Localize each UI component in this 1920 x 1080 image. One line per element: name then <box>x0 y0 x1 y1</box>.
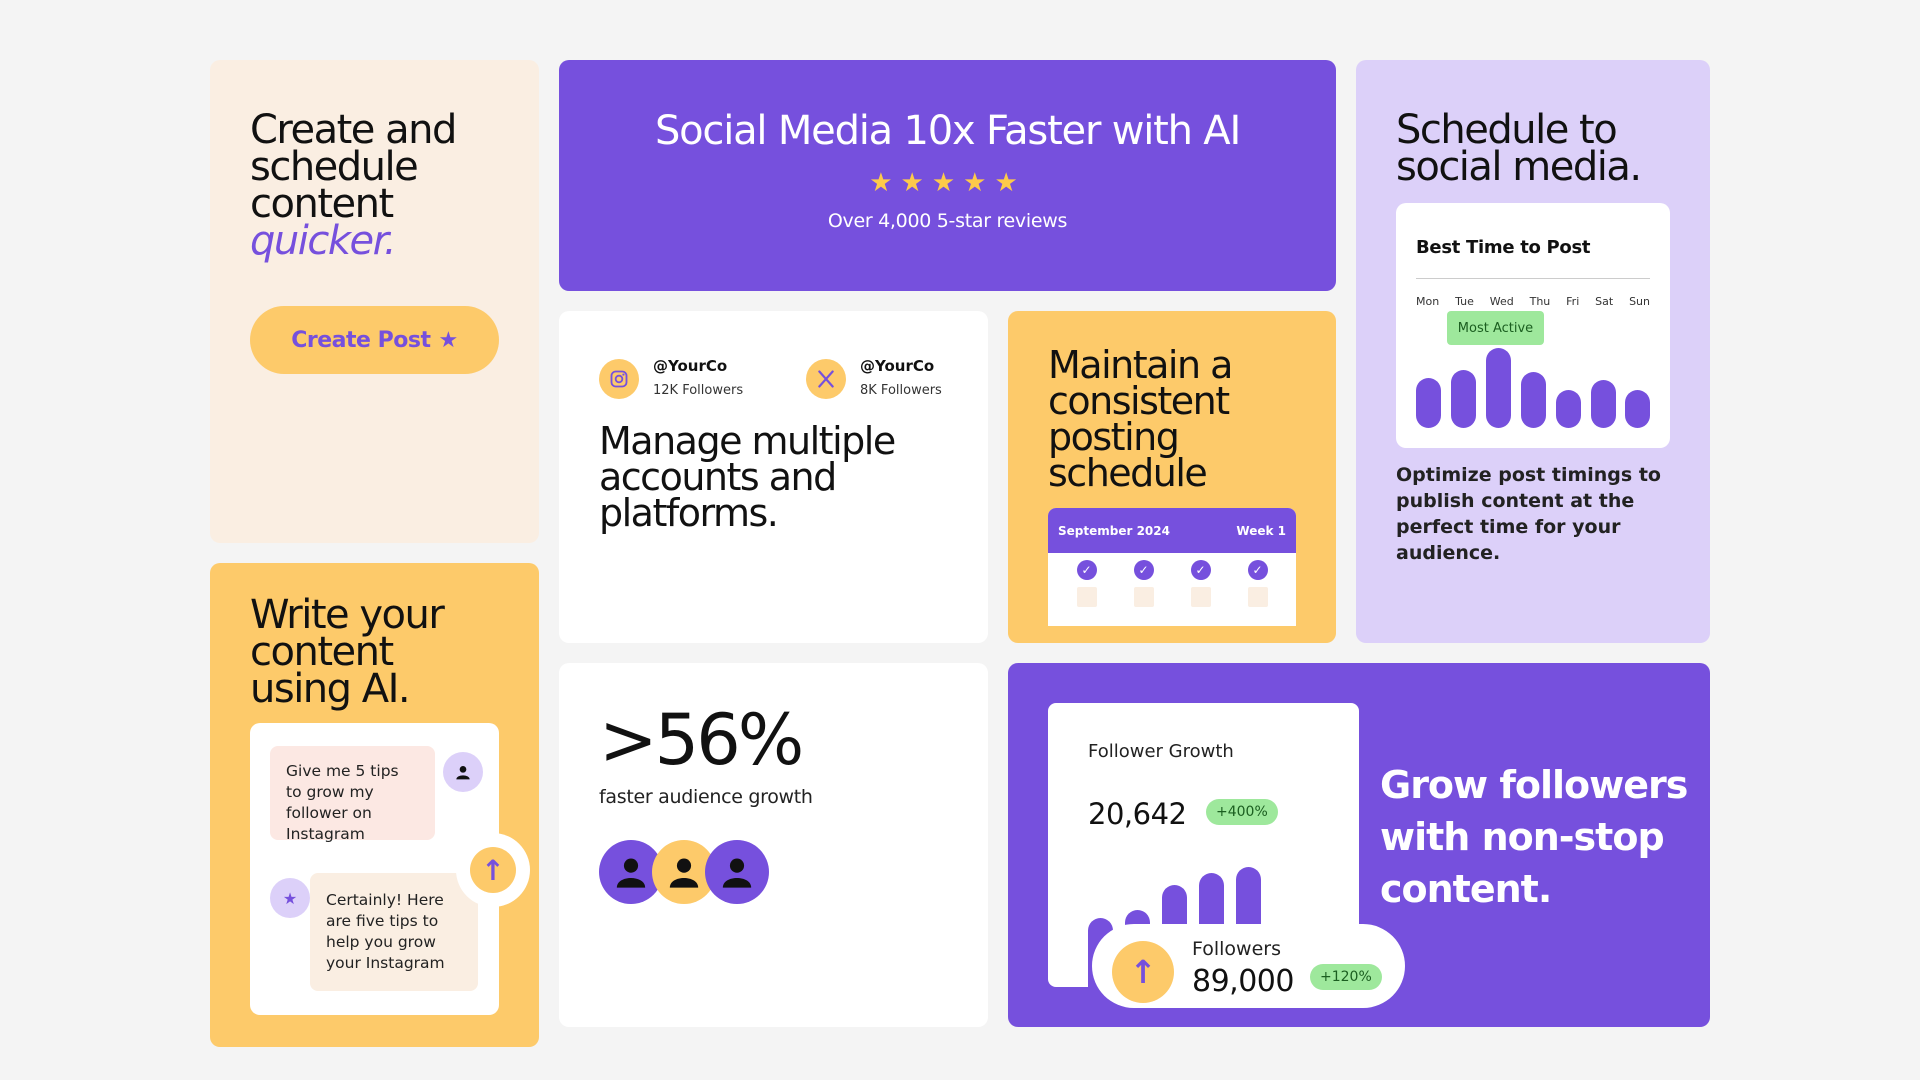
create-post-button[interactable]: Create Post ★ <box>250 306 499 374</box>
most-active-badge: Most Active <box>1447 311 1544 345</box>
activity-bar <box>1625 390 1650 428</box>
arrow-up-icon: ↑ <box>470 847 516 893</box>
account-instagram[interactable]: @YourCo 12K Followers <box>599 357 743 399</box>
reviews-text: Over 4,000 5-star reviews <box>827 210 1068 232</box>
check-icon[interactable]: ✓ <box>1190 560 1211 580</box>
schedule-description: Optimize post timings to publish content… <box>1396 464 1661 564</box>
account-handle: @YourCo <box>860 357 935 375</box>
day-label: Sat <box>1595 295 1614 308</box>
day-label: Mon <box>1416 295 1440 308</box>
activity-bar <box>1451 370 1476 428</box>
user-message: Give me 5 tips to grow my follower on In… <box>270 746 435 843</box>
growth-label: faster audience growth <box>599 786 813 808</box>
count-change-badge: +400% <box>1206 799 1278 825</box>
check-icon[interactable]: ✓ <box>1247 560 1268 580</box>
total-change-badge: +120% <box>1310 964 1382 990</box>
followers-heading: Grow followers with non-stop content. <box>1380 763 1688 911</box>
x-icon <box>806 359 846 399</box>
activity-bar <box>1591 380 1616 428</box>
consistent-schedule-card: Maintain a consistent posting schedule S… <box>1008 311 1336 643</box>
schedule-heading: Schedule to social media. <box>1396 107 1642 190</box>
calendar-row: ✓ ✓ ✓ ✓ <box>1048 560 1296 580</box>
rating-stars-icon: ★★★★★ <box>869 168 1026 198</box>
activity-bar <box>1556 390 1581 428</box>
activity-bar <box>1521 372 1546 428</box>
divider <box>1416 278 1650 279</box>
accounts-card: @YourCo 12K Followers @YourCo 8K Followe… <box>559 311 988 643</box>
hero-card: Social Media 10x Faster with AI ★★★★★ Ov… <box>559 60 1336 291</box>
calendar-row <box>1048 587 1296 607</box>
account-handle: @YourCo <box>653 357 728 375</box>
user-avatar-icon <box>443 752 483 792</box>
followers-card: Follower Growth 20,642 +400% ↑ Followers… <box>1008 663 1710 1027</box>
star-icon: ★ <box>438 327 458 353</box>
consistent-heading: Maintain a consistent posting schedule <box>1048 343 1233 495</box>
send-button[interactable]: ↑ <box>456 833 530 907</box>
calendar-widget: September 2024 Week 1 ✓ ✓ ✓ ✓ <box>1048 508 1296 626</box>
calendar-week: Week 1 <box>1236 523 1286 538</box>
follower-count: 20,642 <box>1088 797 1187 831</box>
day-labels: Mon Tue Wed Thu Fri Sat Sun <box>1416 295 1650 308</box>
day-label: Fri <box>1566 295 1580 308</box>
day-label: Thu <box>1529 295 1551 308</box>
calendar-slot[interactable] <box>1190 587 1211 607</box>
day-label: Wed <box>1489 295 1514 308</box>
calendar-header: September 2024 Week 1 <box>1048 508 1296 553</box>
instagram-icon <box>599 359 639 399</box>
activity-bar <box>1416 378 1441 428</box>
followers-label: Followers <box>1192 938 1281 960</box>
calendar-month: September 2024 <box>1058 523 1170 538</box>
hero-title: Social Media 10x Faster with AI <box>654 108 1241 154</box>
calendar-slot[interactable] <box>1133 587 1154 607</box>
schedule-card: Schedule to social media. Best Time to P… <box>1356 60 1710 643</box>
ai-writing-card: Write your content using AI. Give me 5 t… <box>210 563 539 1047</box>
calendar-slot[interactable] <box>1247 587 1268 607</box>
account-followers: 12K Followers <box>653 383 744 398</box>
day-label: Sun <box>1629 295 1650 308</box>
followers-total: 89,000 <box>1192 964 1294 999</box>
activity-bar <box>1486 348 1511 428</box>
create-schedule-card: Create and schedule content quicker. Cre… <box>210 60 539 543</box>
check-icon[interactable]: ✓ <box>1076 560 1097 580</box>
check-icon[interactable]: ✓ <box>1133 560 1154 580</box>
best-time-widget: Best Time to Post Mon Tue Wed Thu Fri Sa… <box>1396 203 1670 448</box>
day-label: Tue <box>1455 295 1474 308</box>
accounts-heading: Manage multiple accounts and platforms. <box>599 419 896 535</box>
widget-title: Follower Growth <box>1088 741 1234 762</box>
person-avatar-icon <box>705 840 769 904</box>
accent-word: quicker. <box>250 218 397 264</box>
ai-heading: Write your content using AI. <box>250 592 445 712</box>
growth-stat-card: >56% faster audience growth <box>559 663 988 1027</box>
account-followers: 8K Followers <box>860 383 942 398</box>
followers-total-pill: ↑ Followers 89,000 +120% <box>1092 924 1405 1008</box>
account-x[interactable]: @YourCo 8K Followers <box>806 357 942 399</box>
growth-percentage: >56% <box>599 699 804 781</box>
create-heading: Create and schedule content quicker. <box>250 107 457 264</box>
ai-message: Certainly! Here are five tips to help yo… <box>310 873 478 991</box>
widget-title: Best Time to Post <box>1416 237 1591 258</box>
arrow-up-icon: ↑ <box>1112 941 1174 1003</box>
calendar-slot[interactable] <box>1076 587 1097 607</box>
ai-avatar-icon: ★ <box>270 878 310 918</box>
